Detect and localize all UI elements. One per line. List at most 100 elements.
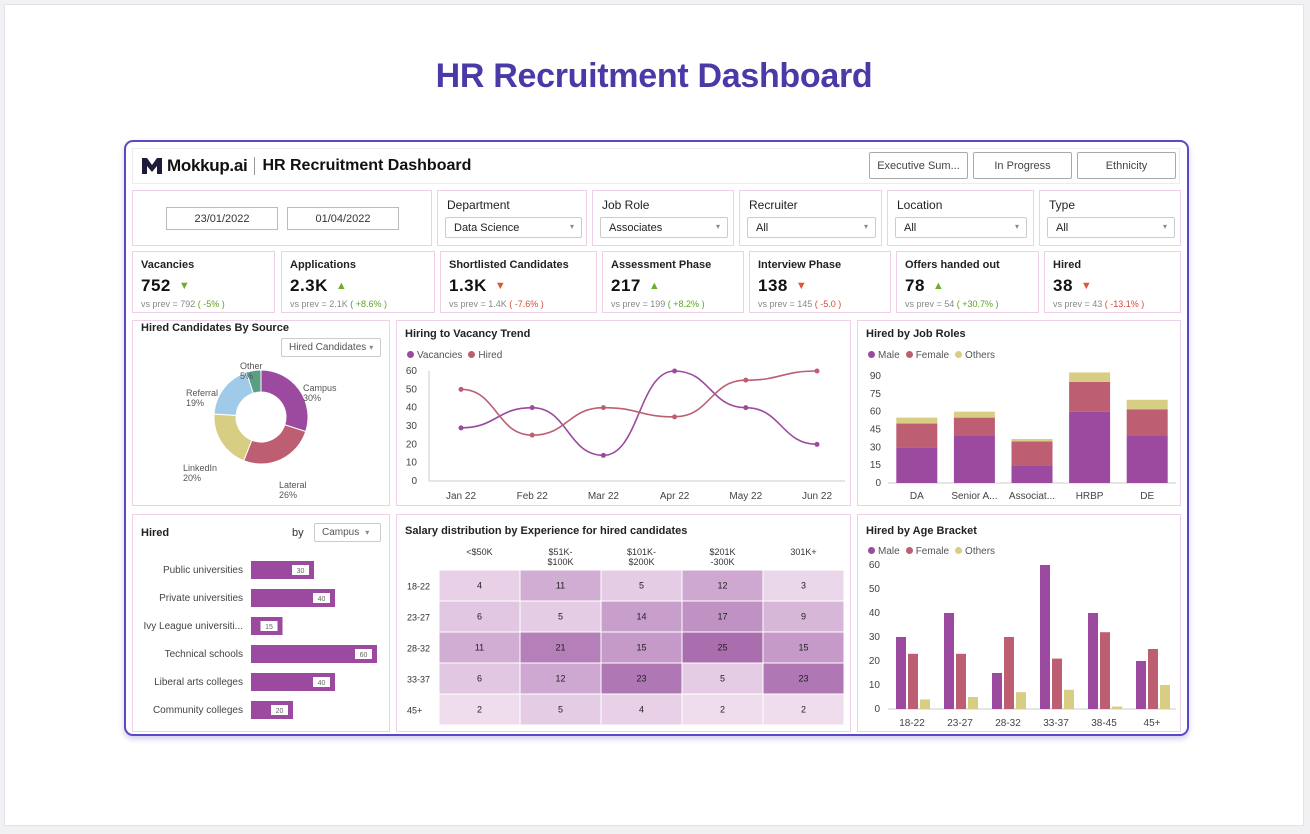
source-metric-select[interactable]: Hired Candidates ▾	[281, 338, 382, 357]
bar[interactable]	[1112, 706, 1122, 709]
bar-segment[interactable]	[896, 423, 938, 448]
bar[interactable]	[896, 637, 906, 709]
salary-heatmap: <$50K $51K-$100K $101K-$200K $201K-300K 301K…	[407, 547, 845, 726]
recruiter-select[interactable]: All ▾	[747, 217, 876, 238]
bar[interactable]	[1052, 658, 1062, 709]
bar[interactable]	[1088, 613, 1098, 709]
bar-segment[interactable]	[1126, 399, 1168, 410]
type-select[interactable]: All ▾	[1047, 217, 1175, 238]
executive-summary-button[interactable]: Executive Sum...	[869, 152, 968, 179]
heatmap-cell[interactable]	[681, 693, 764, 726]
value-badge	[260, 621, 278, 631]
heatmap-cell[interactable]	[762, 569, 845, 602]
bar-segment[interactable]	[1011, 439, 1053, 442]
department-select[interactable]: Data Science ▾	[445, 217, 582, 238]
cell-value: 23	[636, 674, 646, 684]
bar-segment[interactable]	[1011, 465, 1053, 483]
data-point[interactable]	[672, 414, 678, 420]
cell-value: 5	[558, 705, 563, 715]
heatmap-cell[interactable]	[519, 600, 602, 633]
heatmap-cell[interactable]	[519, 569, 602, 602]
bar-segment[interactable]	[953, 411, 995, 418]
column-header: $200K	[628, 557, 654, 567]
bar-segment[interactable]	[1069, 372, 1111, 382]
bar[interactable]	[956, 653, 966, 709]
heatmap-cell[interactable]	[681, 569, 764, 602]
data-point[interactable]	[529, 432, 535, 438]
bar[interactable]	[1004, 637, 1014, 709]
bar-segment[interactable]	[1069, 411, 1111, 483]
heatmap-cell[interactable]	[681, 662, 764, 695]
date-range-card: 23/01/2022 01/04/2022	[132, 190, 432, 246]
bar-segment[interactable]	[896, 417, 938, 424]
location-select[interactable]: All ▾	[895, 217, 1027, 238]
donut-slice[interactable]	[243, 424, 307, 465]
bar[interactable]	[251, 645, 377, 663]
bar-segment[interactable]	[1069, 381, 1111, 412]
cell-value: 3	[801, 581, 806, 591]
bar-segment[interactable]	[953, 417, 995, 436]
heatmap-cell[interactable]	[438, 693, 521, 726]
data-point[interactable]	[600, 452, 606, 458]
donut-slice[interactable]	[260, 369, 309, 433]
end-date-input[interactable]: 01/04/2022	[287, 207, 399, 230]
donut-slice[interactable]	[245, 369, 262, 394]
trend-down-icon: ▼	[795, 280, 808, 292]
data-point[interactable]	[743, 405, 749, 411]
data-point[interactable]	[814, 368, 820, 374]
filter-location: Location All ▾	[887, 190, 1034, 246]
bar[interactable]	[1136, 661, 1146, 709]
data-point[interactable]	[458, 386, 464, 392]
data-point[interactable]	[529, 405, 535, 411]
heatmap-cell[interactable]	[762, 662, 845, 695]
prev-label: vs prev =	[449, 299, 489, 309]
start-date-input[interactable]: 23/01/2022	[166, 207, 278, 230]
heatmap-cell[interactable]	[762, 600, 845, 633]
bar[interactable]	[1100, 632, 1110, 709]
data-point[interactable]	[814, 441, 820, 447]
bar-segment[interactable]	[1126, 409, 1168, 436]
data-point[interactable]	[458, 425, 464, 431]
bar[interactable]	[1148, 649, 1158, 709]
donut-slice[interactable]	[213, 413, 253, 462]
kpi-card: Applications 2.3K ▲ vs prev = 2.1K ( +8.6% …	[281, 251, 435, 313]
bar-segment[interactable]	[1126, 435, 1168, 483]
bar-segment[interactable]	[1011, 441, 1053, 466]
heatmap-cell[interactable]	[600, 693, 683, 726]
data-point[interactable]	[600, 405, 606, 411]
y-tick-label: 60	[869, 560, 881, 571]
bar[interactable]	[968, 697, 978, 709]
heatmap-cell[interactable]	[600, 600, 683, 633]
hired-by-select[interactable]: Campus ▾	[314, 523, 381, 542]
heatmap-cell[interactable]	[438, 569, 521, 602]
legend-label: Female	[915, 546, 950, 557]
y-tick-label: 10	[406, 458, 418, 469]
heatmap-cell[interactable]	[762, 693, 845, 726]
bar[interactable]	[920, 699, 930, 709]
data-point[interactable]	[672, 368, 678, 374]
bar[interactable]	[1064, 689, 1074, 709]
legend-label: Vacancies	[417, 350, 463, 361]
bar[interactable]	[1040, 565, 1050, 709]
job-role-select[interactable]: Associates ▾	[600, 217, 728, 238]
ethnicity-button[interactable]: Ethnicity	[1077, 152, 1176, 179]
heatmap-cell[interactable]	[681, 600, 764, 633]
bar-segment[interactable]	[896, 447, 938, 483]
bar[interactable]	[992, 673, 1002, 709]
bar[interactable]	[908, 653, 918, 709]
in-progress-button[interactable]: In Progress	[973, 152, 1072, 179]
data-point[interactable]	[743, 377, 749, 383]
heatmap-cell[interactable]	[438, 662, 521, 695]
column-header: $201K	[709, 547, 735, 557]
bar[interactable]	[944, 613, 954, 709]
heatmap-cell[interactable]	[600, 569, 683, 602]
bar[interactable]	[1160, 685, 1170, 709]
heatmap-cell[interactable]	[519, 693, 602, 726]
value-badge	[313, 593, 330, 603]
bar-segment[interactable]	[953, 435, 995, 483]
heatmap-cell[interactable]	[519, 662, 602, 695]
cell-value: 6	[477, 612, 482, 622]
cell-value: 14	[636, 612, 646, 622]
chart-title: Hired	[141, 527, 170, 539]
bar[interactable]	[1016, 692, 1026, 709]
